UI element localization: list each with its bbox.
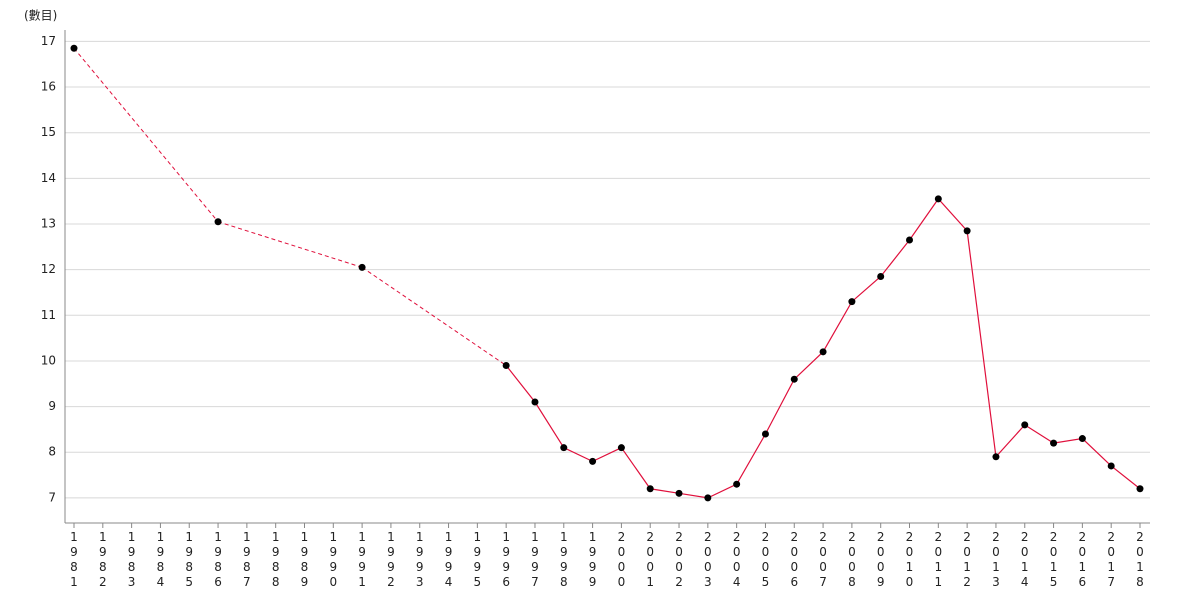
x-tick-label: 1987 — [240, 530, 254, 590]
x-tick-label: 2004 — [730, 530, 744, 590]
point — [70, 44, 78, 52]
point — [790, 375, 798, 383]
x-tick-label: 1986 — [211, 530, 225, 590]
x-tick-label: 1997 — [528, 530, 542, 590]
point — [1050, 439, 1058, 447]
x-tick-label: 2001 — [643, 530, 657, 590]
y-tick-label: 17 — [41, 34, 56, 48]
point — [733, 480, 741, 488]
x-tick-label: 2017 — [1104, 530, 1118, 590]
x-tick-label: 2000 — [614, 530, 628, 590]
gap-connector — [217, 221, 363, 268]
x-tick-label: 2013 — [989, 530, 1003, 590]
y-tick-label: 14 — [41, 171, 56, 185]
x-tick-label: 2014 — [1018, 530, 1032, 590]
x-tick-label: 1983 — [125, 530, 139, 590]
x-tick-label: 1981 — [67, 530, 81, 590]
x-tick-label: 2015 — [1047, 530, 1061, 590]
x-tick-label: 2008 — [845, 530, 859, 590]
point — [1021, 421, 1029, 429]
point — [761, 430, 769, 438]
y-axis-label: (數目) — [24, 9, 57, 23]
point — [704, 494, 712, 502]
point — [906, 236, 914, 244]
point — [560, 444, 568, 452]
point — [877, 273, 885, 280]
point — [675, 489, 683, 497]
x-tick-label: 1993 — [413, 530, 427, 590]
y-tick-label: 9 — [48, 399, 56, 413]
y-tick-label: 11 — [41, 308, 56, 322]
x-tick-label: 1999 — [586, 530, 600, 590]
x-tick-label: 1985 — [182, 530, 196, 590]
point — [617, 444, 625, 452]
gap-connector — [361, 266, 507, 366]
point — [589, 457, 597, 465]
x-tick-label: 2005 — [758, 530, 772, 590]
x-tick-label: 2016 — [1075, 530, 1089, 590]
point — [214, 218, 222, 226]
y-tick-label: 7 — [48, 490, 56, 504]
y-tick-label: 12 — [41, 262, 56, 276]
x-tick-label: 1992 — [384, 530, 398, 590]
x-tick-label: 2011 — [931, 530, 945, 590]
x-tick-label: 2018 — [1133, 530, 1147, 590]
point — [1136, 485, 1144, 493]
point — [358, 263, 366, 271]
x-tick-label: 2010 — [903, 530, 917, 590]
point — [646, 485, 654, 493]
x-tick-label: 2006 — [787, 530, 801, 590]
point — [934, 195, 942, 203]
point — [819, 348, 827, 356]
x-tick-label: 2003 — [701, 530, 715, 590]
x-tick-label: 1998 — [557, 530, 571, 590]
x-tick-label: 1988 — [269, 530, 283, 590]
point — [992, 453, 1000, 461]
point — [963, 227, 971, 235]
x-tick-label: 2009 — [874, 530, 888, 590]
x-tick-label: 1995 — [470, 530, 484, 590]
y-tick-label: 15 — [41, 125, 56, 139]
y-tick-label: 10 — [41, 353, 56, 367]
x-tick-label: 1996 — [499, 530, 513, 590]
x-tick-label: 1991 — [355, 530, 369, 590]
point — [1078, 435, 1086, 443]
x-tick-label: 1994 — [442, 530, 456, 590]
point — [531, 398, 539, 406]
point — [1107, 462, 1115, 470]
y-tick-label: 8 — [48, 445, 56, 459]
x-tick-label: 2002 — [672, 530, 686, 590]
x-tick-label: 1990 — [326, 530, 340, 590]
y-tick-label: 13 — [41, 217, 56, 231]
x-tick-label: 2007 — [816, 530, 830, 590]
x-tick-label: 1984 — [153, 530, 167, 590]
gap-connector — [73, 47, 219, 223]
point — [848, 298, 856, 306]
x-tick-label: 1982 — [96, 530, 110, 590]
point — [502, 362, 510, 370]
x-tick-label: 2012 — [960, 530, 974, 590]
x-tick-label: 1989 — [297, 530, 311, 590]
y-tick-label: 16 — [41, 80, 56, 94]
